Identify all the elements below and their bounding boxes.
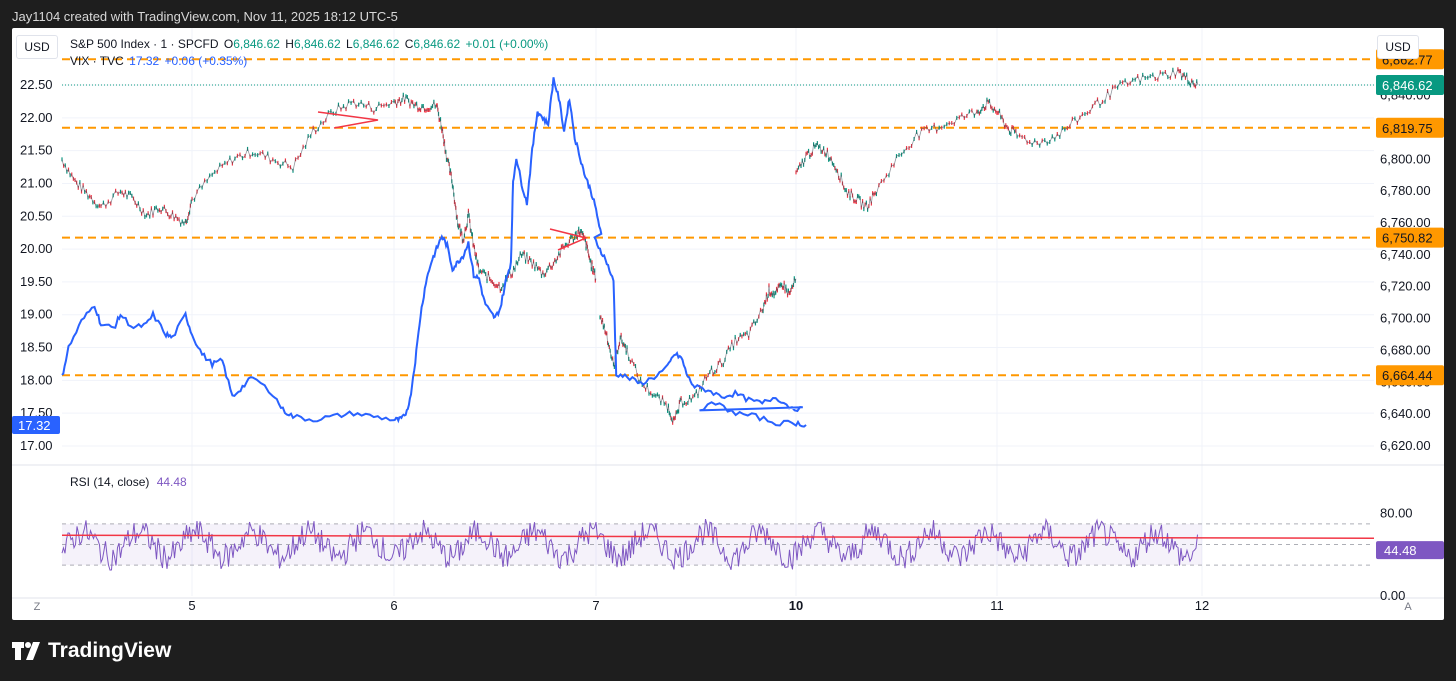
spx-session-line-3 bbox=[996, 68, 1199, 147]
overlay-symbol-legend: VIX · TVC 17.32 +0.06 (+0.35%) bbox=[70, 54, 249, 68]
low-label: L bbox=[346, 37, 353, 51]
right-currency-label[interactable]: USD bbox=[1377, 35, 1419, 59]
time-axis-tick: 5 bbox=[188, 598, 195, 613]
chart-caption: Jay1104 created with TradingView.com, No… bbox=[12, 9, 398, 24]
close-value: 6,846.62 bbox=[413, 37, 461, 51]
time-axis-tick: 11 bbox=[990, 598, 1004, 613]
left-axis-tick: 21.50 bbox=[20, 143, 53, 158]
left-axis-tick: 21.00 bbox=[20, 175, 53, 190]
right-axis-tick: 6,680.00 bbox=[1380, 342, 1431, 357]
high-label: H bbox=[285, 37, 294, 51]
left-currency-label[interactable]: USD bbox=[16, 35, 58, 59]
high-value: 6,846.62 bbox=[293, 37, 341, 51]
rsi-legend: RSI (14, close) 44.48 bbox=[70, 475, 187, 489]
spx-session-line-1 bbox=[599, 278, 797, 423]
overlay-change: +0.06 (+0.35%) bbox=[164, 54, 248, 68]
left-axis-tick: 19.50 bbox=[20, 274, 53, 289]
level-badge-label: 6,664.44 bbox=[1382, 368, 1433, 383]
spx-session-line-0 bbox=[61, 94, 597, 292]
right-axis-tick: 6,740.00 bbox=[1380, 247, 1431, 262]
vix-last-badge-bg bbox=[12, 415, 60, 434]
rsi-line bbox=[61, 517, 1198, 571]
right-axis-tick: 6,760.00 bbox=[1380, 215, 1431, 230]
spx-session-line-2 bbox=[795, 98, 998, 212]
vix-last-badge: 17.32 bbox=[18, 418, 51, 433]
left-axis-tick: 20.50 bbox=[20, 208, 53, 223]
left-axis-tick: 19.00 bbox=[20, 307, 53, 322]
right-axis-tick: 6,640.00 bbox=[1380, 406, 1431, 421]
time-axis-tick: 10 bbox=[789, 598, 803, 613]
tradingview-wordmark: TradingView bbox=[48, 639, 172, 662]
rsi-label[interactable]: RSI (14, close) bbox=[70, 475, 150, 489]
time-axis-tick: 7 bbox=[592, 598, 599, 613]
right-axis-tick: 6,780.00 bbox=[1380, 183, 1431, 198]
price-chart[interactable]: 80.00 0.00 22.50 22.00 21.50 21.00 20.50 20.00… bbox=[12, 28, 1444, 620]
open-label: O bbox=[223, 37, 234, 51]
chart-panel[interactable]: 80.00 0.00 22.50 22.00 21.50 21.00 20.50 20.00… bbox=[12, 28, 1444, 620]
auto-scale-corner-label: A bbox=[1404, 601, 1412, 613]
level-badge-bg bbox=[1376, 227, 1444, 248]
left-axis-tick: 20.00 bbox=[20, 241, 53, 256]
left-axis-tick: 18.00 bbox=[20, 372, 53, 387]
time-axis-tick: 6 bbox=[390, 598, 397, 613]
low-value: 6,846.62 bbox=[352, 37, 400, 51]
vix-line bbox=[61, 77, 807, 428]
open-value: 6,846.62 bbox=[233, 37, 280, 51]
right-axis-tick: 6,800.00 bbox=[1380, 151, 1431, 166]
left-axis-tick: 22.00 bbox=[20, 110, 53, 125]
overlay-last: 17.32 bbox=[129, 54, 160, 68]
level-badge-label: 6,819.75 bbox=[1382, 121, 1433, 136]
level-badge-label: 6,750.82 bbox=[1382, 231, 1433, 246]
triangle-pattern-2 bbox=[549, 228, 589, 251]
timezone-corner-label: Z bbox=[34, 601, 41, 613]
right-axis-tick: 6,620.00 bbox=[1380, 438, 1431, 453]
last-price-badge: 6,846.62 bbox=[1382, 78, 1433, 93]
left-axis-tick: 18.50 bbox=[20, 340, 53, 355]
rsi-badge: 44.48 bbox=[1384, 543, 1417, 558]
rsi-axis-tick: 80.00 bbox=[1380, 506, 1413, 521]
overlay-symbol-name[interactable]: VIX · TVC bbox=[70, 54, 124, 68]
rsi-axis-tick: 0.00 bbox=[1380, 588, 1405, 603]
tradingview-logo: TradingView bbox=[12, 639, 171, 663]
last-price-badge-bg bbox=[1376, 75, 1444, 95]
main-symbol-legend: S&P 500 Index · 1 · SPCFD O6,846.62 H6,8… bbox=[70, 37, 550, 51]
close-label: C bbox=[404, 37, 414, 51]
right-axis-tick: 6,700.00 bbox=[1380, 311, 1431, 326]
rsi-badge-bg bbox=[1376, 541, 1444, 560]
time-axis-tick: 12 bbox=[1195, 598, 1209, 613]
left-axis-tick: 22.50 bbox=[20, 77, 53, 92]
change-value: +0.01 (+0.00%) bbox=[465, 37, 549, 51]
level-badge-bg bbox=[1376, 117, 1444, 138]
rsi-value: 44.48 bbox=[156, 475, 187, 489]
left-axis-tick: 17.00 bbox=[20, 438, 53, 453]
right-axis-tick: 6,720.00 bbox=[1380, 279, 1431, 294]
level-badge-bg bbox=[1376, 365, 1444, 386]
tradingview-logo-icon bbox=[12, 642, 40, 661]
triangle-pattern-1 bbox=[317, 111, 379, 129]
main-symbol-name[interactable]: S&P 500 Index · 1 · SPCFD bbox=[70, 37, 219, 51]
rsi-ma-line bbox=[61, 534, 1375, 539]
